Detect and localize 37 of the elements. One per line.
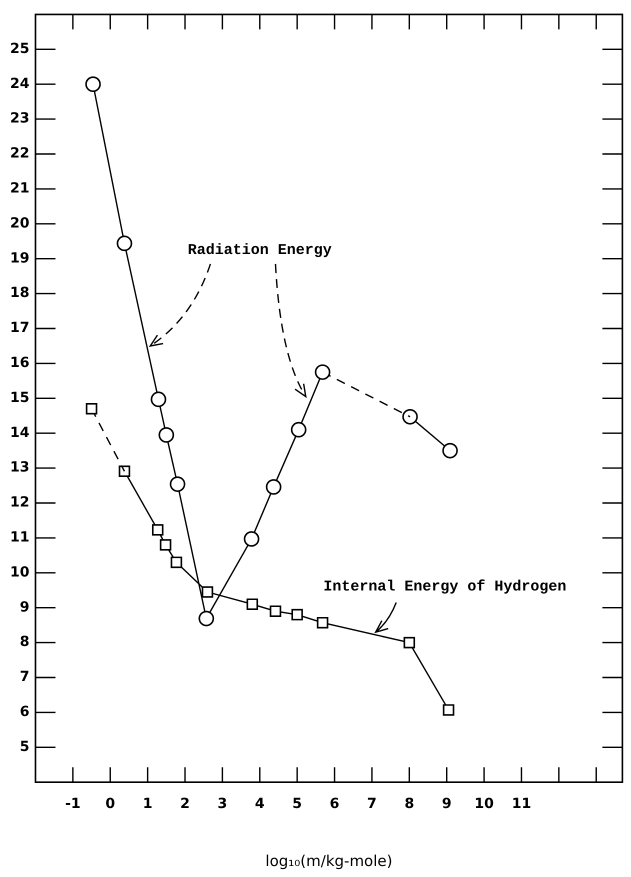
x-tick-label: 4 (254, 796, 265, 812)
x-tick-label: 11 (512, 796, 532, 812)
x-tick-label: 6 (330, 796, 340, 812)
y-tick-label: 23 (10, 110, 30, 127)
y-tick-label: 22 (10, 146, 30, 162)
x-tick-label: 7 (367, 796, 377, 812)
x-tick-label: 1 (142, 796, 153, 812)
annotation: Internal Energy of Hydrogen (323, 578, 566, 596)
y-tick-label: 11 (10, 530, 30, 546)
y-tick-label: 15 (10, 390, 30, 406)
y-tick-label: 7 (20, 669, 30, 686)
y-tick-label: 20 (10, 215, 30, 232)
x-tick-label: 5 (292, 796, 302, 812)
y-tick-label: 19 (10, 250, 30, 266)
y-tick-label: 6 (20, 704, 30, 720)
x-tick-label: 3 (218, 796, 228, 812)
y-tick-label: 16 (10, 355, 30, 372)
y-tick-label: 8 (20, 634, 30, 650)
y-tick-label: 5 (20, 738, 30, 755)
y-tick-label: 18 (10, 285, 30, 302)
y-tick-label: 12 (10, 494, 30, 511)
x-tick-label: -1 (65, 796, 81, 812)
y-tick-label: 9 (20, 599, 30, 616)
x-tick-label: 2 (180, 796, 190, 812)
y-tick-label: 17 (10, 320, 30, 336)
annotation: Radiation Energy (188, 242, 332, 259)
y-tick-label: 10 (10, 564, 30, 580)
x-tick-label: 9 (442, 796, 452, 812)
y-tick-label: 14 (10, 424, 30, 441)
y-tick-label: 24 (10, 76, 30, 92)
y-tick-label: 21 (10, 180, 30, 197)
y-tick-label: 25 (10, 40, 30, 57)
x-axis-title: log₁₀(m/kg-mole) (265, 852, 392, 870)
y-tick-label: 13 (10, 460, 30, 476)
x-tick-label: 8 (404, 796, 414, 812)
x-tick-label: 0 (105, 796, 116, 812)
x-tick-label: 10 (474, 796, 494, 812)
